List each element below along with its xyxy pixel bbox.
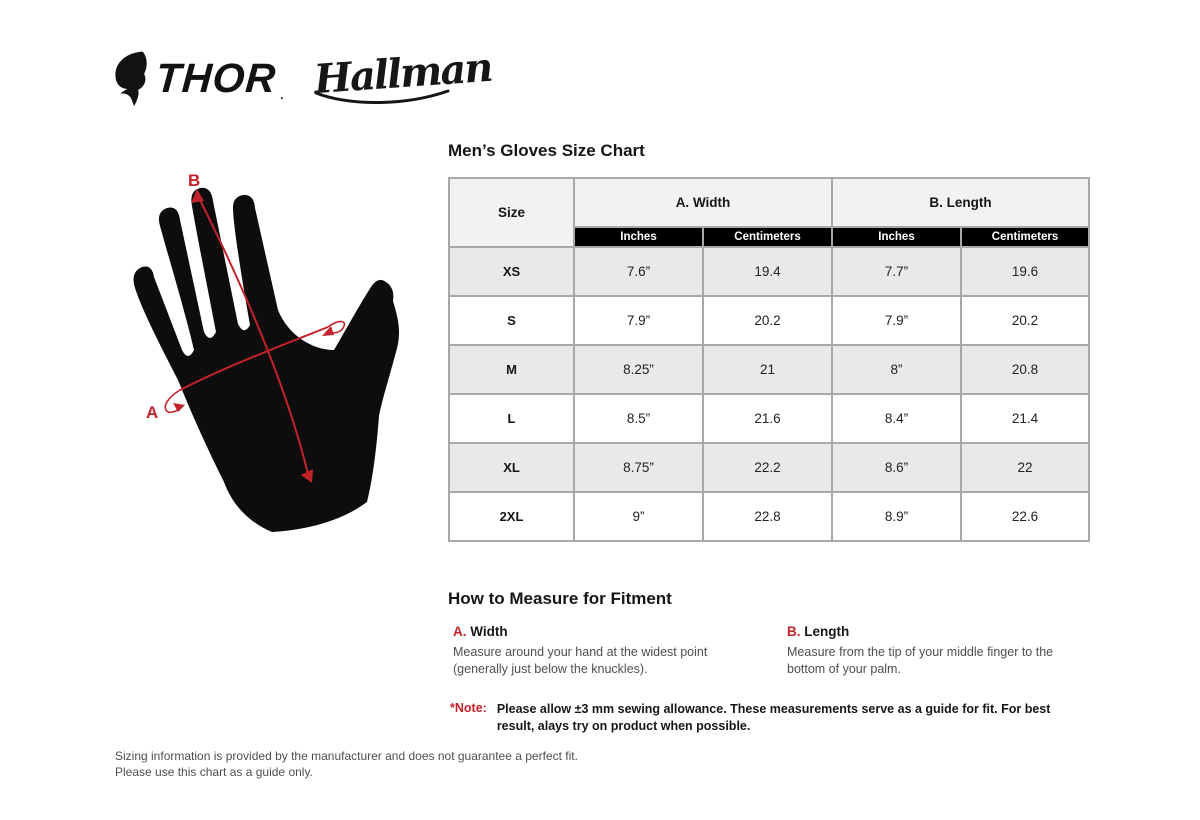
size-value: M <box>448 344 575 395</box>
length-cm-value: 20.2 <box>960 295 1090 346</box>
width-cm-value: 19.4 <box>702 246 833 297</box>
page-title: Men’s Gloves Size Chart <box>448 141 645 160</box>
width-inches-value: 8.25” <box>573 344 704 395</box>
width-inches-value: 8.5” <box>573 393 704 444</box>
length-cm-value: 22 <box>960 442 1090 493</box>
fitment-length-title: B. Length <box>787 624 1079 639</box>
width-inches-value: 7.9” <box>573 295 704 346</box>
width-inches-value: 8.75” <box>573 442 704 493</box>
fitment-length-block: B. Length Measure from the tip of your m… <box>787 624 1079 677</box>
length-inches-value: 8” <box>831 344 962 395</box>
width-cm-value: 22.2 <box>702 442 833 493</box>
table-row: L 8.5” 21.6 8.4” 21.4 <box>448 393 1090 444</box>
hallman-swash-icon <box>314 89 449 104</box>
disclaimer-line-1: Sizing information is provided by the ma… <box>115 749 578 763</box>
table-header-row: Size A. Width B. Length <box>448 177 1090 248</box>
thor-logo-text: THOR <box>154 54 278 101</box>
table-row: M 8.25” 21 8” 20.8 <box>448 344 1090 395</box>
width-cm-value: 21 <box>702 344 833 395</box>
size-value: XL <box>448 442 575 493</box>
brand-logos: THOR . Hallman <box>110 43 497 111</box>
thor-logo-mark: . <box>280 88 284 102</box>
hand-silhouette-icon: B A <box>133 171 400 532</box>
note-text: Please allow ±3 mm sewing allowance. The… <box>496 702 1051 733</box>
size-value: S <box>448 295 575 346</box>
fitment-width-description: Measure around your hand at the widest p… <box>453 645 708 676</box>
size-value: 2XL <box>448 491 575 542</box>
length-inches-value: 7.9” <box>831 295 962 346</box>
fitment-length-description: Measure from the tip of your middle fing… <box>787 645 1054 676</box>
length-cm-value: 19.6 <box>960 246 1090 297</box>
fitment-width-block: A. Width Measure around your hand at the… <box>453 624 765 677</box>
width-cm-value: 22.8 <box>702 491 833 542</box>
size-chart-table: Size A. Width B. Length Inches Centimete… <box>448 177 1090 542</box>
subheader-width-inches: Inches <box>573 226 704 248</box>
subheader-length-cm: Centimeters <box>960 226 1090 248</box>
subheader-length-inches: Inches <box>831 226 962 248</box>
col-header-width: A. Width <box>573 177 833 228</box>
fitment-heading: How to Measure for Fitment <box>448 589 672 608</box>
length-cm-value: 22.6 <box>960 491 1090 542</box>
col-header-length: B. Length <box>831 177 1090 228</box>
fitment-width-label: A. <box>453 624 467 639</box>
width-cm-value: 21.6 <box>702 393 833 444</box>
hallman-logo: Hallman <box>312 43 497 107</box>
fitment-width-title: A. Width <box>453 624 765 639</box>
fitment-length-label: B. <box>787 624 801 639</box>
table-row: XS 7.6” 19.4 7.7” 19.6 <box>448 246 1090 297</box>
table-row: S 7.9” 20.2 7.9” 20.2 <box>448 295 1090 346</box>
col-header-size: Size <box>448 177 575 248</box>
subheader-width-cm: Centimeters <box>702 226 833 248</box>
size-value: L <box>448 393 575 444</box>
disclaimer-line-2: Please use this chart as a guide only. <box>115 765 313 780</box>
size-value: XS <box>448 246 575 297</box>
table-row: 2XL 9” 22.8 8.9” 22.6 <box>448 491 1090 542</box>
fitment-length-word: Length <box>804 624 850 639</box>
note-block: *Note: Please allow ±3 mm sewing allowan… <box>450 701 1075 734</box>
length-inches-value: 8.4” <box>831 393 962 444</box>
diagram-label-a: A <box>146 403 158 422</box>
length-inches-value: 8.9” <box>831 491 962 542</box>
thor-goat-icon <box>115 51 147 107</box>
table-subheader-row: Inches Centimeters Inches Centimeters <box>449 226 1090 248</box>
width-cm-value: 20.2 <box>702 295 833 346</box>
diagram-label-b: B <box>188 171 200 190</box>
note-label: *Note: <box>450 701 487 715</box>
length-cm-value: 20.8 <box>960 344 1090 395</box>
thor-logo: THOR . <box>110 48 284 108</box>
length-cm-value: 21.4 <box>960 393 1090 444</box>
fitment-width-word: Width <box>470 624 508 639</box>
length-inches-value: 7.7” <box>831 246 962 297</box>
width-inches-value: 7.6” <box>573 246 704 297</box>
width-inches-value: 9” <box>573 491 704 542</box>
hand-measurement-diagram: B A <box>120 160 430 540</box>
table-row: XL 8.75” 22.2 8.6” 22 <box>448 442 1090 493</box>
sizing-disclaimer: Sizing information is provided by the ma… <box>115 748 578 780</box>
length-inches-value: 8.6” <box>831 442 962 493</box>
